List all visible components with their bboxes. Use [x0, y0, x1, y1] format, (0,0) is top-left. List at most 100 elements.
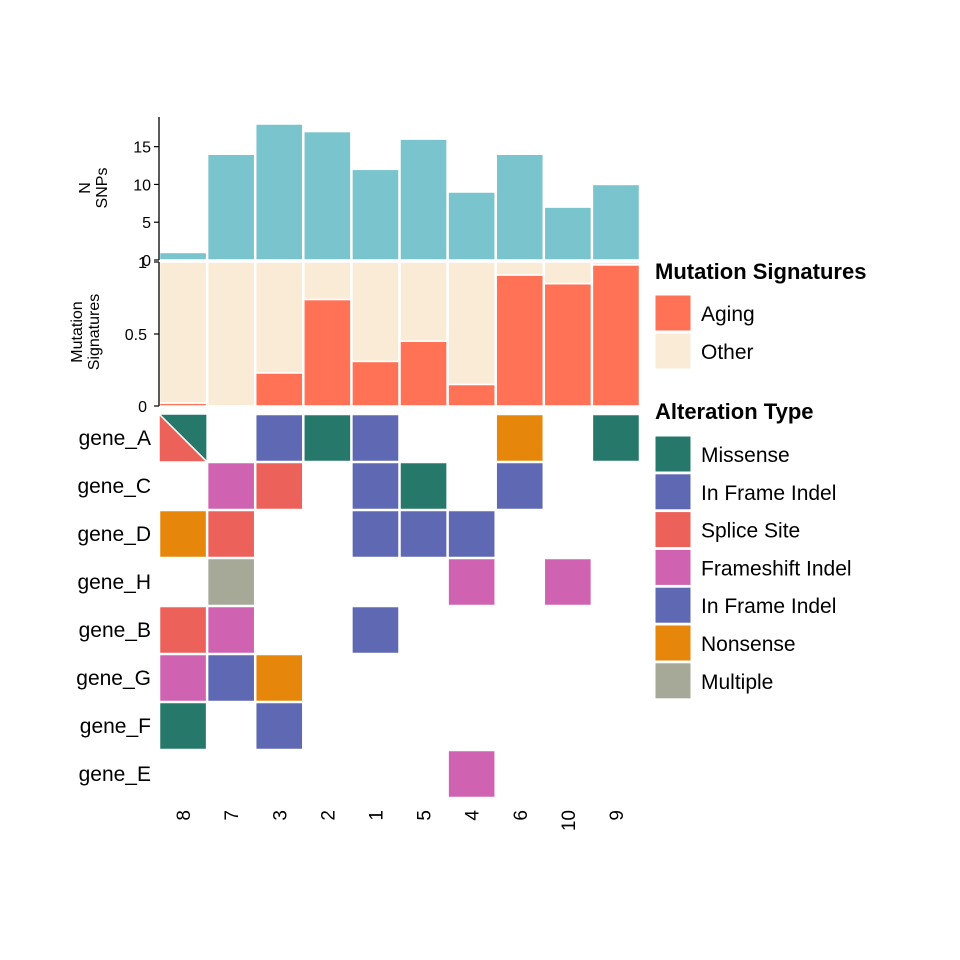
alteration-cell-gene-d-5	[399, 509, 448, 559]
signature-bar-other-10	[543, 261, 593, 285]
legend-swatch-frameshift-indel	[654, 548, 692, 586]
alteration-cell-gene-e-4	[447, 749, 496, 799]
alteration-cell-gene-a-6	[495, 413, 545, 463]
snp-y-tick-label: 15	[133, 140, 151, 157]
alteration-cell-gene-h-10	[543, 557, 593, 607]
alteration-cell-gene-c-5	[399, 461, 448, 511]
sample-label-10: 10	[559, 810, 580, 831]
alteration-cell-gene-h-4	[447, 557, 496, 607]
signature-bar-aging-10	[543, 282, 593, 407]
snp-bar-3	[254, 123, 304, 261]
snp-y-axis-title-line: SNPs	[94, 168, 111, 209]
mutation-signatures-legend: Mutation Signatures Aging Other	[654, 259, 866, 370]
signature-bar-other-4	[447, 261, 496, 386]
signature-bar-aging-1	[351, 360, 400, 407]
signature-bar-other-1	[351, 261, 400, 363]
alteration-cell-gene-b-7	[206, 605, 256, 655]
signature-y-axis-title: MutationSignatures	[69, 294, 103, 371]
snp-y-tick-label: 10	[133, 177, 151, 194]
mutation-signature-panel: 0 0.5 1 MutationSignatures	[69, 255, 641, 416]
legend-label-aging: Aging	[701, 303, 755, 326]
signature-y-tick-label: 1	[138, 255, 147, 272]
signature-bar-other-7	[206, 261, 256, 407]
signature-y-tick-label: 0	[138, 399, 147, 416]
gene-label-gene-b: gene_B	[79, 619, 151, 642]
sample-label-2: 2	[318, 810, 339, 821]
sample-label-4: 4	[463, 810, 484, 821]
alteration-cell-gene-a-3	[254, 413, 304, 463]
alteration-cell-gene-d-7	[206, 509, 256, 559]
alteration-cell-gene-a-1	[351, 413, 400, 463]
signature-bar-aging-4	[447, 383, 496, 407]
alteration-cell-gene-g-8	[158, 653, 208, 703]
alteration-cell-gene-a-9	[591, 413, 641, 463]
alteration-cell-gene-d-8	[158, 509, 208, 559]
sample-label-7: 7	[222, 810, 243, 821]
sample-axis: 8 7 3 2 1 5 4 6 10 9	[174, 810, 628, 832]
alterations-legend-title: Alteration Type	[655, 399, 814, 424]
snp-y-tick-label: 0	[142, 253, 151, 270]
alteration-cell-gene-d-1	[351, 509, 400, 559]
alteration-cell-gene-d-4	[447, 509, 496, 559]
sample-label-6: 6	[511, 810, 532, 821]
alteration-cell-gene-f-8	[158, 701, 208, 751]
legend-swatch-aging	[654, 294, 692, 332]
snp-y-axis-title: NSNPs	[77, 168, 111, 209]
legend-swatch-in-frame-indel	[654, 473, 692, 511]
legend-swatch-splice-site	[654, 511, 692, 549]
signature-bar-other-2	[303, 261, 352, 301]
alteration-cell-gene-f-3	[254, 701, 304, 751]
legend-swatch-nonsense	[654, 624, 692, 662]
snp-bar-10	[543, 206, 593, 261]
alteration-grid-panel: gene_A gene_C gene_D gene_H gene_B gene_Ggene…	[76, 412, 641, 799]
gene-label-gene-g: gene_G	[76, 667, 151, 690]
legend-label-other: Other	[701, 341, 754, 364]
snp-bar-8	[158, 251, 208, 261]
signature-bar-other-3	[254, 261, 304, 374]
sample-label-3: 3	[270, 810, 291, 821]
alteration-cell-gene-c-6	[495, 461, 545, 511]
gene-label-gene-d: gene_D	[77, 523, 151, 546]
signature-bar-aging-5	[399, 340, 448, 407]
snp-y-axis-title-line: N	[77, 182, 94, 194]
snp-count-panel: 0 5 10 15 NSNPs	[77, 117, 641, 270]
signature-bar-other-5	[399, 261, 448, 342]
snp-bar-1	[351, 168, 400, 261]
alteration-cell-gene-a-8-lower	[158, 412, 209, 463]
snp-bar-6	[495, 153, 545, 261]
legend-label-missense: Missense	[701, 444, 790, 467]
signature-y-axis-title-line: Signatures	[86, 294, 103, 371]
snp-bar-2	[303, 130, 352, 261]
legend-swatch-in-frame-indel	[654, 586, 692, 624]
signature-y-tick-label: 0.5	[125, 327, 147, 344]
legend-swatch-other	[654, 332, 692, 370]
signatures-legend-title: Mutation Signatures	[655, 259, 866, 284]
signature-bar-aging-9	[591, 264, 641, 407]
signature-y-axis-title-line: Mutation	[69, 301, 86, 362]
sample-label-8: 8	[174, 810, 195, 821]
gene-label-gene-e: gene_E	[79, 763, 151, 786]
alteration-cell-gene-h-7	[206, 557, 256, 607]
legend-label-multiple: Multiple	[701, 671, 773, 694]
signature-bar-other-8	[158, 261, 208, 404]
legend-label-splice-site: Splice Site	[701, 520, 800, 543]
gene-label-gene-f: gene_F	[80, 715, 151, 738]
snp-bar-5	[399, 138, 448, 261]
alteration-cell-gene-c-7	[206, 461, 256, 511]
snp-bar-7	[206, 153, 256, 261]
snp-y-tick-label: 5	[142, 215, 151, 232]
legend-label-in-frame-indel: In Frame Indel	[701, 482, 836, 505]
signature-bar-aging-2	[303, 298, 352, 407]
snp-bar-9	[591, 183, 641, 261]
legend-label-nonsense: Nonsense	[701, 633, 796, 656]
sample-label-5: 5	[415, 810, 436, 821]
alteration-cell-gene-b-1	[351, 605, 400, 655]
alteration-cell-gene-b-8	[158, 605, 208, 655]
gene-label-gene-c: gene_C	[77, 475, 151, 498]
signature-bar-aging-3	[254, 372, 304, 407]
alteration-cell-gene-g-7	[206, 653, 256, 703]
signature-bar-aging-6	[495, 274, 545, 407]
alteration-cell-gene-g-3	[254, 653, 304, 703]
sample-label-1: 1	[366, 810, 387, 821]
